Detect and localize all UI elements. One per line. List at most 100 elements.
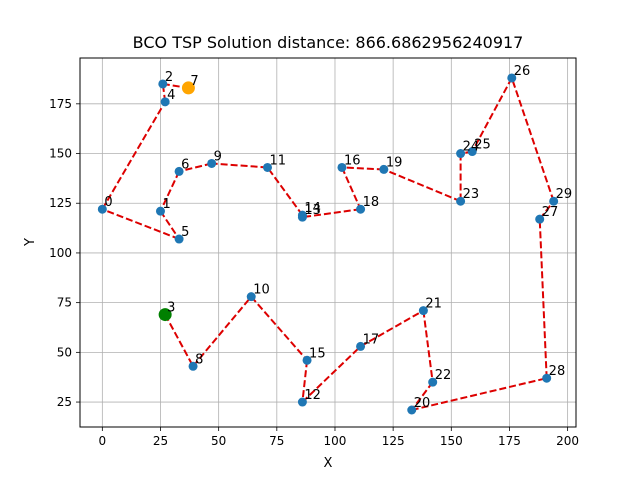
end-point (181, 81, 195, 95)
city-point (297, 210, 307, 220)
city-label: 13 (304, 203, 321, 218)
route-segment (411, 377, 547, 411)
route-segment (101, 208, 180, 240)
city-point (174, 234, 184, 244)
route-segment (410, 381, 434, 411)
x-axis-ticks: 0 25 50 75 100 125 150 175 200 (99, 427, 579, 448)
city-label: 12 (304, 388, 321, 403)
route-segment (211, 162, 268, 169)
city-label: 21 (425, 297, 442, 312)
y-axis-ticks: 25 50 75 100 125 150 175 (49, 97, 80, 409)
plot-frame (79, 57, 577, 428)
grid-lines (80, 58, 576, 427)
y-tick-label: 75 (57, 296, 72, 310)
route-segment (159, 170, 181, 212)
route-segment (471, 77, 513, 153)
route-segment (301, 345, 362, 403)
y-tick-label: 175 (49, 97, 72, 111)
city-point (456, 149, 466, 159)
x-tick-label: 25 (153, 434, 168, 448)
city-label: 15 (309, 346, 326, 361)
x-tick-label: 75 (269, 434, 284, 448)
city-point (302, 355, 312, 365)
city-point (158, 79, 168, 89)
city-label: 4 (167, 88, 175, 103)
city-point (418, 306, 428, 316)
city-label: 20 (414, 396, 431, 411)
route-segment (422, 310, 434, 383)
route-segment (510, 77, 555, 202)
city-point (507, 73, 517, 83)
city-point (155, 206, 165, 216)
city-point (188, 361, 198, 371)
city-point (428, 377, 438, 387)
city-point (379, 164, 389, 174)
city-point (356, 341, 366, 351)
city-label: 8 (195, 352, 203, 367)
city-point (97, 204, 107, 214)
city-label: 2 (165, 70, 173, 85)
city-label: 9 (214, 149, 222, 164)
route-segment (341, 167, 362, 210)
x-tick-label: 125 (382, 434, 405, 448)
city-point (535, 214, 545, 224)
start-point (158, 308, 172, 322)
city-point (174, 166, 184, 176)
city-label: 18 (363, 195, 380, 210)
city-label: 23 (463, 187, 480, 202)
city-label: 29 (556, 187, 573, 202)
y-tick-label: 125 (49, 196, 72, 210)
city-label: 24 (463, 140, 480, 155)
city-label: 7 (190, 74, 198, 89)
city-label: 1 (162, 197, 170, 212)
route-segment (538, 219, 548, 379)
y-tick-label: 150 (49, 147, 72, 161)
route-segment (360, 309, 424, 348)
y-tick-label: 100 (49, 246, 72, 260)
city-point (467, 147, 477, 157)
x-tick-label: 100 (324, 434, 347, 448)
x-tick-label: 0 (99, 434, 107, 448)
city-point (246, 292, 256, 302)
x-tick-label: 50 (211, 434, 226, 448)
city-labels: 0 123456789101112131415161718192021222324… (104, 64, 572, 411)
city-label: 6 (181, 157, 189, 172)
city-point (456, 196, 466, 206)
route-segment (101, 101, 167, 210)
x-tick-label: 150 (440, 434, 463, 448)
city-label: 11 (270, 153, 287, 168)
city-label: 17 (363, 332, 380, 347)
route-segment (250, 296, 308, 361)
city-label: 16 (344, 153, 361, 168)
city-label: 19 (386, 155, 403, 170)
city-label: 25 (474, 138, 491, 153)
x-tick-label: 200 (556, 434, 579, 448)
city-label: 5 (181, 225, 189, 240)
city-point (337, 162, 347, 172)
chart-title: BCO TSP Solution distance: 866.686295624… (133, 33, 524, 52)
city-points (97, 73, 559, 415)
route-segment (159, 210, 180, 240)
city-point (297, 397, 307, 407)
x-tick-label: 175 (498, 434, 521, 448)
route-segment (192, 296, 252, 367)
y-axis-label: Y (23, 238, 38, 247)
city-label: 26 (514, 64, 531, 79)
route-path (101, 77, 555, 411)
city-point (356, 204, 366, 214)
route-segment (341, 166, 384, 171)
route-segment (178, 162, 212, 173)
city-point (160, 97, 170, 107)
city-point (207, 158, 217, 168)
x-axis-label: X (324, 456, 333, 471)
route-segment (301, 360, 309, 403)
y-tick-label: 25 (57, 395, 72, 409)
city-label: 14 (304, 201, 321, 216)
city-point (542, 373, 552, 383)
y-tick-label: 50 (57, 345, 72, 359)
city-label: 3 (167, 301, 175, 316)
city-point (549, 196, 559, 206)
city-label: 10 (253, 283, 270, 298)
